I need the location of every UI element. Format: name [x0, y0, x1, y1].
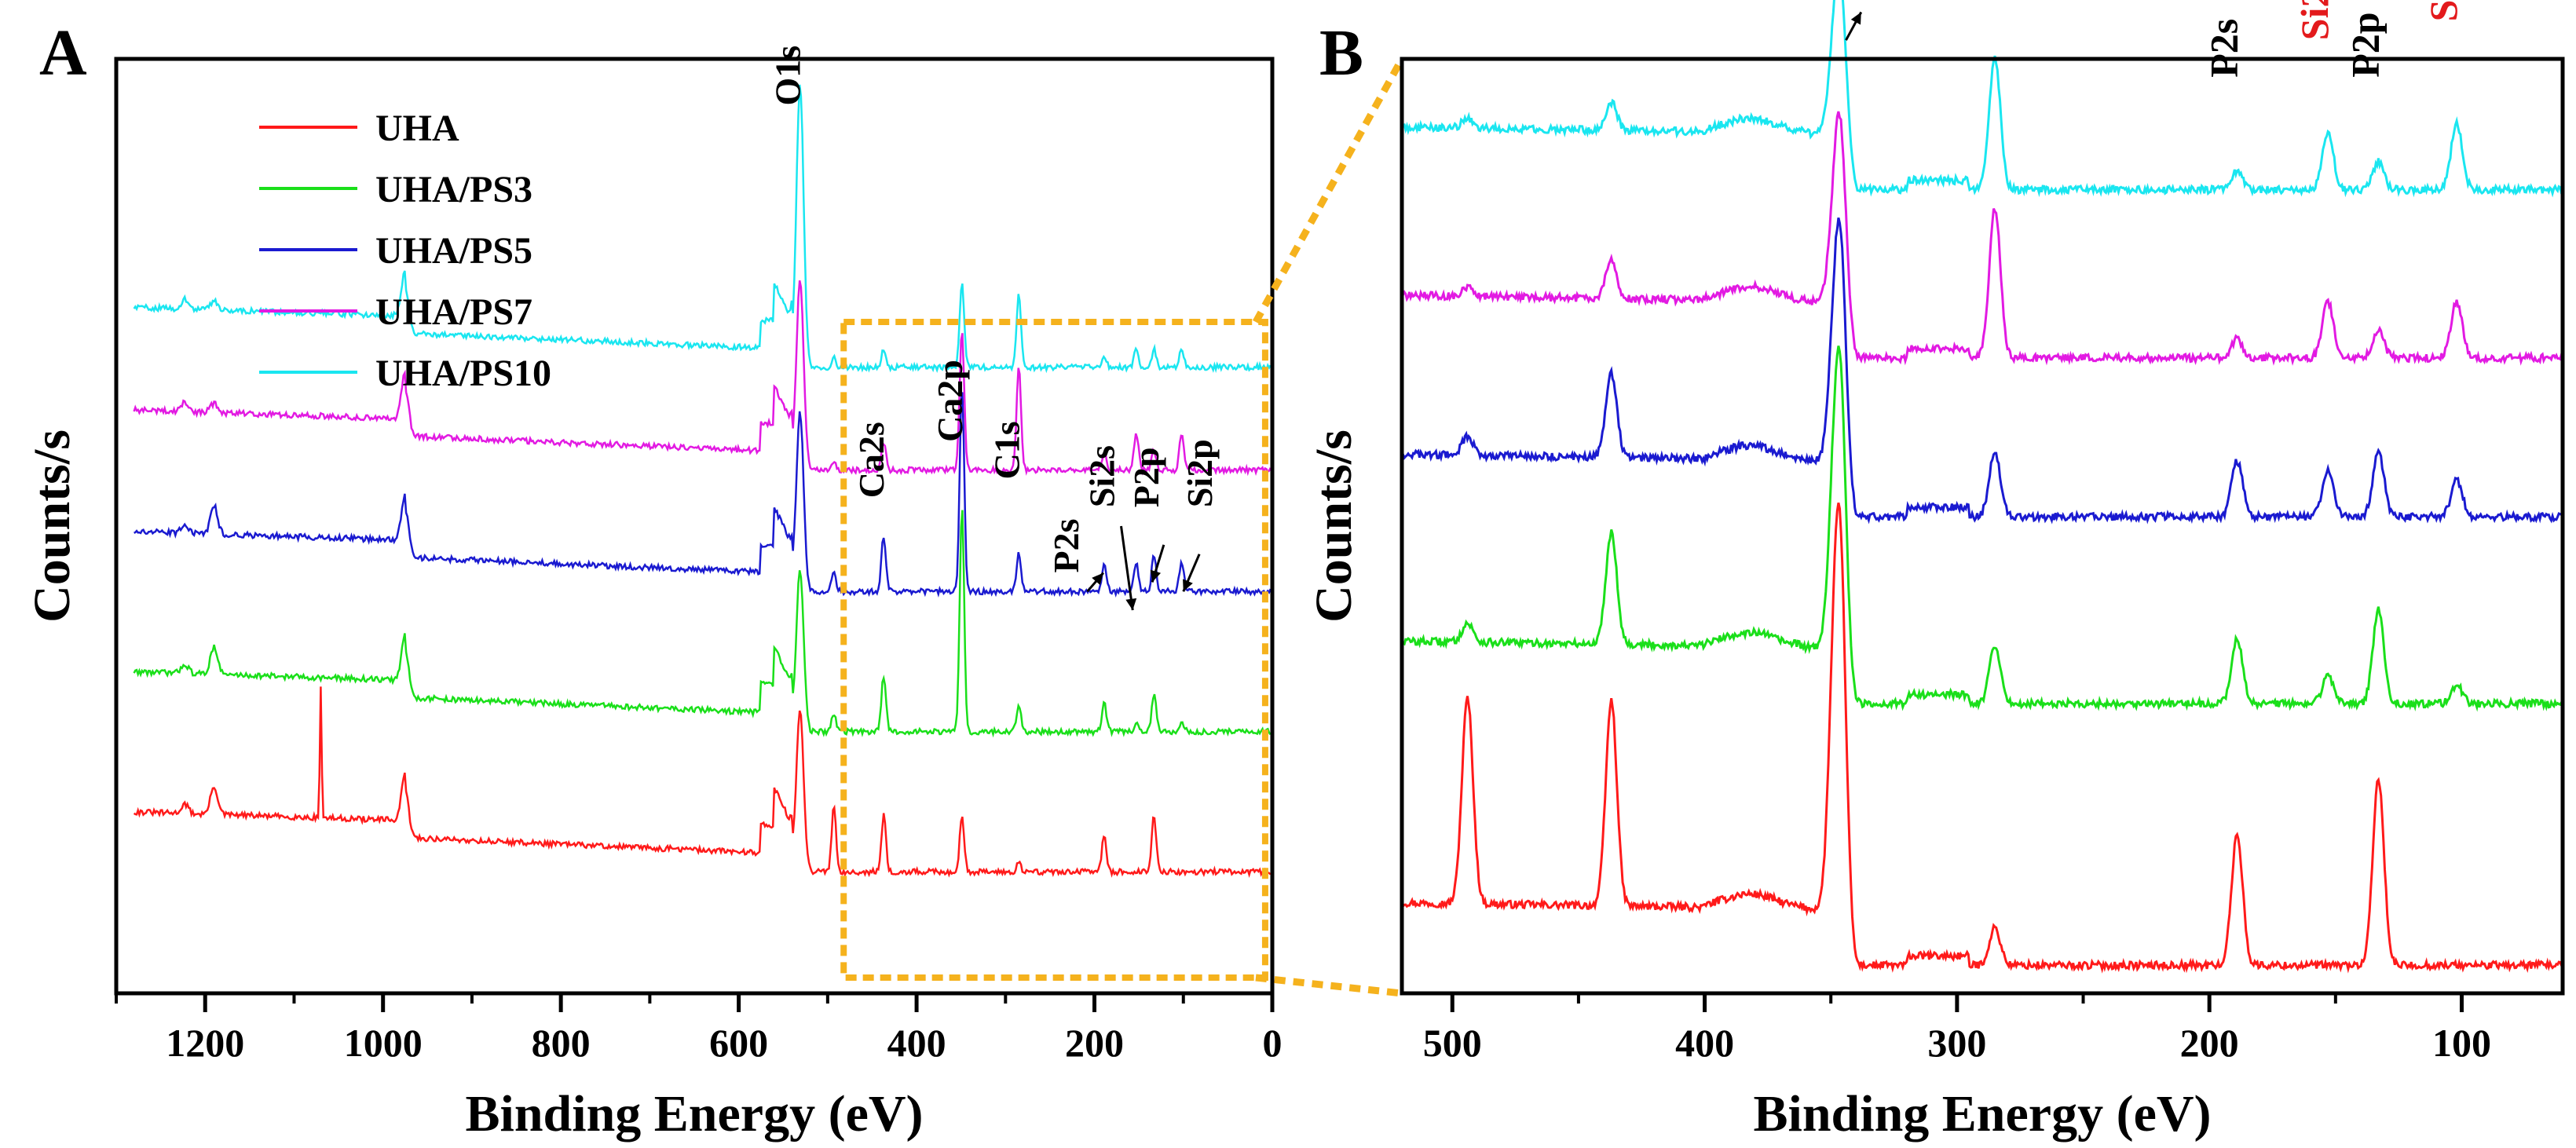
panel-a-curves: [133, 84, 1272, 878]
peak-label-o1s: O1s: [768, 46, 808, 106]
x-tick-label: 200: [1065, 1021, 1124, 1065]
spectrum-b-uha: [1400, 502, 2564, 974]
panel-b-x-axis-label: Binding Energy (eV): [1753, 1085, 2211, 1143]
panel-label-b: B: [1319, 16, 1363, 90]
spectrum-a-uha-ps5: [134, 392, 1272, 598]
peak-label-p2s: P2s: [1046, 519, 1086, 573]
panel-b-x-axis: 500 400 300 200 100: [1423, 993, 2491, 1065]
x-tick-label: 800: [532, 1021, 591, 1065]
spectrum-b-uha-ps3: [1401, 345, 2563, 712]
arrowhead-ca2p: [1850, 12, 1861, 25]
x-tick-label: 400: [887, 1021, 946, 1065]
x-tick-label: 400: [1675, 1021, 1734, 1065]
arrowhead-si2s: [1125, 598, 1137, 611]
legend: UHA UHA/PS3 UHA/PS5 UHA/PS7 UHA/PS10: [259, 108, 551, 394]
connector-top: [1253, 57, 1405, 324]
spectrum-a-uha-ps3: [133, 510, 1272, 738]
x-tick-label: 1200: [166, 1021, 244, 1065]
arrowhead-p2p: [1150, 569, 1162, 583]
x-tick-label: 600: [709, 1021, 768, 1065]
zoom-box: [840, 319, 1268, 981]
panel-a-y-axis-label: Counts/s: [24, 430, 81, 623]
peak-label-si2p: Si2p: [1180, 439, 1220, 507]
peak-label-si2s: Si2s: [2292, 0, 2336, 40]
panel-a-annotations: O1s Ca2s Ca2p C1s P2s Si2s P2p Si2p: [768, 46, 1220, 611]
peak-label-p2p: P2p: [1126, 448, 1166, 508]
spectrum-b-uha-ps7: [1400, 111, 2564, 366]
legend-label-uha-ps10: UHA/PS10: [375, 353, 551, 394]
legend-label-uha-ps7: UHA/PS7: [375, 291, 532, 333]
peak-label-si2p: Si2p: [2421, 0, 2465, 21]
peak-label-p2p: P2p: [2343, 12, 2387, 77]
peak-label-p2s: P2s: [2202, 19, 2246, 78]
arrowhead-si2p: [1183, 579, 1193, 592]
spectrum-a-uha-ps10: [133, 84, 1272, 374]
x-tick-label: 100: [2432, 1021, 2491, 1065]
panel-a-zoom-box: [840, 319, 1268, 981]
spectrum-b-uha-ps5: [1401, 217, 2564, 525]
panel-label-a: A: [39, 16, 87, 90]
x-tick-label: 0: [1263, 1021, 1283, 1065]
panel-b-y-axis-label: Counts/s: [1305, 430, 1363, 623]
arrowhead-p2s: [1092, 572, 1103, 585]
panel-a-frame: [114, 57, 1275, 996]
x-tick-label: 200: [2180, 1021, 2239, 1065]
panel-b-curves: [1400, 0, 2564, 974]
x-tick-label: 500: [1423, 1021, 1482, 1065]
arrow-si2s: [1120, 525, 1134, 611]
peak-label-ca2s: Ca2s: [851, 422, 891, 498]
spectrum-a-uha: [133, 686, 1272, 878]
zoom-connectors: [1253, 57, 1405, 997]
spectrum-a-uha-ps7: [133, 280, 1272, 477]
connector-bottom: [1255, 974, 1403, 997]
legend-label-uha: UHA: [375, 108, 459, 149]
peak-label-ca2p: Ca2p: [930, 360, 970, 442]
panel-a-x-axis: 1200 1000 800 600 400 200 0: [115, 993, 1283, 1065]
panel-b-frame: [1400, 57, 2565, 996]
legend-label-uha-ps3: UHA/PS3: [375, 169, 532, 210]
x-tick-label: 1000: [344, 1021, 423, 1065]
spectrum-b-uha-ps10: [1400, 0, 2563, 198]
legend-label-uha-ps5: UHA/PS5: [375, 230, 532, 272]
x-tick-label: 300: [1927, 1021, 1986, 1065]
panel-a: 1200 1000 800 600 400 200 0 UHAUHA/PS3UHA/PS5U…: [24, 46, 1283, 1143]
peak-label-si2s: Si2s: [1081, 445, 1122, 507]
panel-a-x-axis-label: Binding Energy (eV): [465, 1085, 923, 1143]
peak-label-c1s: C1s: [986, 421, 1026, 479]
